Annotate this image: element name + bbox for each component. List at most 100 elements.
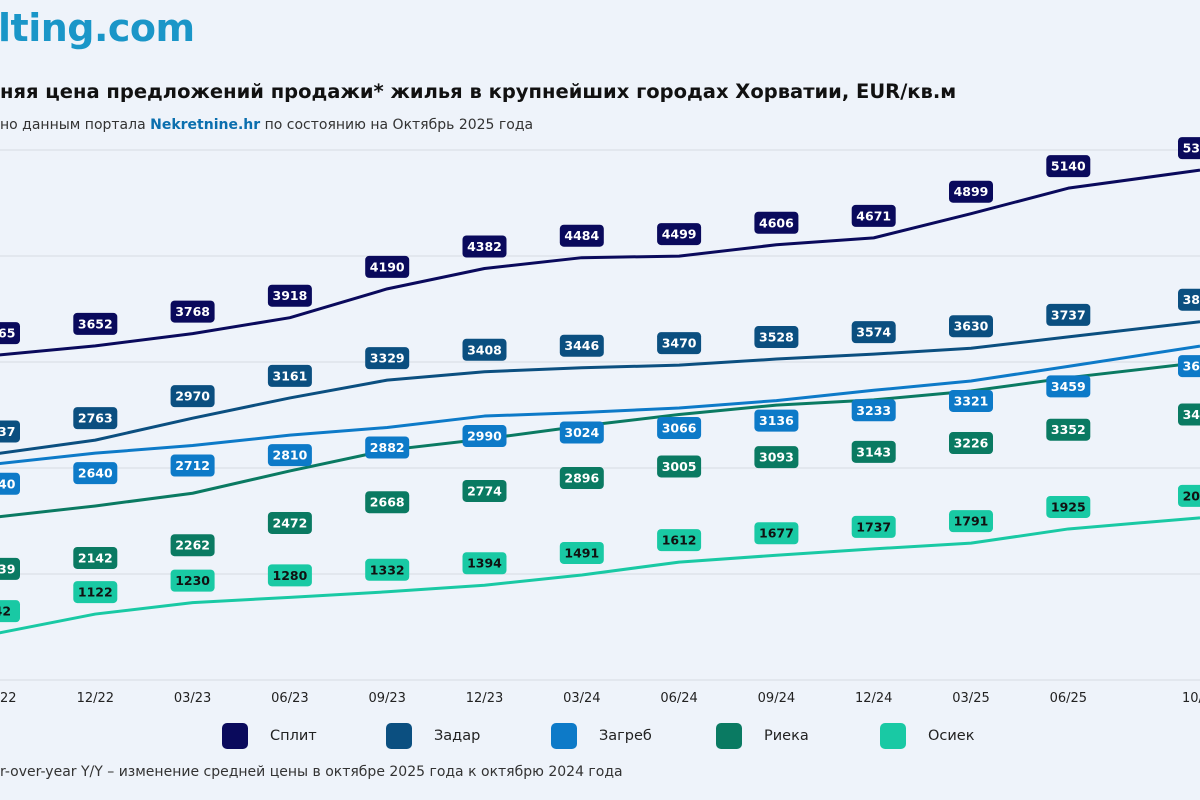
data-label-box [170,385,215,408]
x-tick-label: 06/25 [1050,691,1087,706]
data-label: 3495 [1178,403,1200,426]
x-tick-label: 09/24 [758,691,795,706]
data-label: 2637 [0,420,20,443]
series-line-Осиек [0,516,1200,635]
data-label-text: 3574 [856,325,891,340]
data-label-box [1046,418,1091,441]
data-label: 1230 [170,569,215,592]
legend-item[interactable]: Сплит [222,723,317,749]
legend-item[interactable]: Риека [716,723,809,749]
data-label-box [1046,155,1091,178]
data-label-text: 3005 [662,459,697,474]
data-label-box [1178,288,1200,311]
data-label: 1612 [657,529,702,552]
data-label-box [851,204,896,227]
data-label-text: 4499 [662,227,697,242]
data-label-box [754,446,799,469]
data-label: 3880 [1178,288,1200,311]
data-label: 3565 [0,322,20,345]
data-label-text: 4606 [759,215,794,230]
legend-item[interactable]: Загреб [551,723,652,749]
data-label-box [170,534,215,557]
data-label-text: 2142 [78,550,113,565]
data-label: 3768 [170,300,215,323]
data-label-box [462,552,507,575]
data-label-text: 2472 [273,515,308,530]
data-label-box [657,455,702,478]
data-label-box [462,235,507,258]
data-label: 3161 [267,364,312,387]
data-label-box [267,364,312,387]
legend-swatch [716,723,742,749]
legend-item[interactable]: Задар [386,723,480,749]
data-label-text: 5140 [1051,159,1086,174]
source-link[interactable]: Nekretnine.hr [150,117,261,133]
data-label: 4499 [657,223,702,246]
data-label-box [1178,484,1200,507]
data-label: 1332 [365,558,410,581]
data-label-box [559,467,604,490]
data-label: 3066 [657,417,702,440]
data-label: 3352 [1046,418,1091,441]
data-label-box [365,436,410,459]
data-label-text: 3459 [1051,379,1086,394]
data-label: 4671 [851,204,896,227]
data-label: 1394 [462,552,507,575]
data-label: 4899 [949,180,993,203]
data-label-box [949,389,993,412]
legend-item[interactable]: Осиек [880,723,975,749]
data-label: 2540 [0,472,20,495]
data-label-text: 2810 [273,448,308,463]
subtitle-suffix: по состоянию на Октябрь 2025 года [260,117,534,133]
data-label-box [559,421,604,444]
data-label-box [1046,375,1091,398]
data-label-text: 3918 [273,288,308,303]
data-label: 4484 [559,224,604,247]
x-tick-label: 03/24 [563,691,600,706]
data-label: 2262 [170,534,215,557]
data-label-text: 2637 [0,424,15,439]
data-label-box [267,444,312,467]
data-label-text: 3408 [467,342,502,357]
data-label: 2668 [365,491,410,514]
data-label-box [0,420,20,443]
data-label-box [851,399,896,422]
data-label: 3737 [1046,303,1091,326]
data-label-box [949,180,993,203]
data-label-text: 3495 [1183,407,1200,422]
data-label-box [949,432,993,455]
data-label-box [73,407,118,430]
data-label-text: 3446 [564,338,599,353]
data-label: 2990 [462,425,507,448]
data-label-text: 2970 [175,389,210,404]
logo: lting.com [0,6,195,50]
data-label: 3233 [851,399,896,422]
data-label: 2712 [170,454,215,477]
data-label-text: 3066 [662,421,697,436]
data-label: 3470 [657,332,702,355]
legend-swatch [386,723,412,749]
data-label-text: 1737 [856,519,891,534]
data-label-text: 1122 [78,585,113,600]
data-label: 3630 [949,315,993,338]
x-tick-label: 10/ [1182,691,1200,706]
data-label: 3408 [462,338,507,361]
data-label: 4382 [462,235,507,258]
subtitle-prefix: но данным портала [0,117,151,133]
data-label-text: 942 [0,604,11,619]
data-label-box [949,510,993,533]
data-label-text: 1612 [662,533,697,548]
data-label-box [1046,303,1091,326]
data-label-text: 1491 [564,545,599,560]
data-label-box [73,312,118,335]
series-line-Задар [0,320,1200,455]
data-label-text: 4899 [954,184,989,199]
data-label: 5310 [1178,137,1200,160]
data-label-box [267,564,312,587]
data-label-text: 2763 [78,411,113,426]
data-label-box [462,479,507,502]
data-label: 2970 [170,385,215,408]
data-label-text: 3565 [0,326,15,341]
data-label-box [754,409,799,432]
data-label-box [462,425,507,448]
